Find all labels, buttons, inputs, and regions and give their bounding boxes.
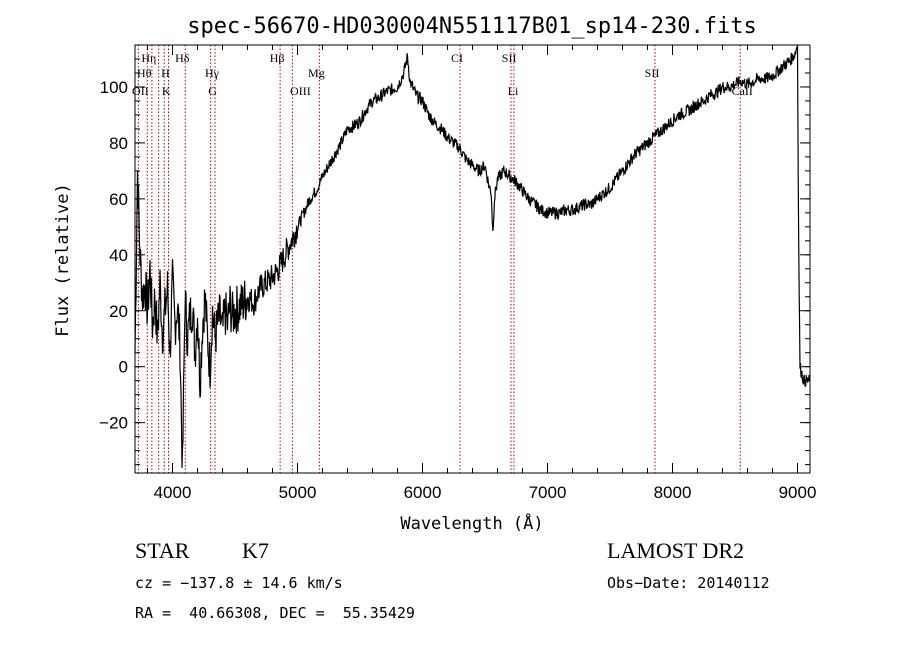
line-markers (137, 45, 741, 473)
object-class: STAR (135, 538, 190, 563)
x-tick-label: 7000 (529, 483, 567, 502)
y-axis: −20 0 20 40 60 80 100 (99, 58, 810, 466)
line-label-top: Hδ (175, 51, 190, 65)
y-tick-label: 0 (119, 358, 128, 377)
redshift-info: cz = −137.8 ± 14.6 km/s (135, 574, 343, 592)
y-tick-label: 60 (109, 190, 128, 209)
line-label-top: SII (502, 51, 517, 65)
spectrum-chart: spec-56670-HD030004N551117B01_sp14-230.f… (53, 14, 817, 534)
x-tick-label: 6000 (404, 483, 442, 502)
line-label-top: H (161, 66, 170, 80)
y-tick-label: −20 (99, 414, 128, 433)
observation-date: Obs−Date: 20140112 (607, 574, 770, 592)
line-label-bottom: K (162, 84, 171, 98)
line-label-bottom: G (208, 84, 217, 98)
y-axis-label: Flux (relative) (53, 183, 73, 337)
line-label-top: Hθ (137, 66, 152, 80)
x-tick-label: 9000 (779, 483, 817, 502)
y-tick-label: 40 (109, 246, 128, 265)
x-axis: 4000 5000 6000 7000 8000 9000 (147, 45, 817, 502)
line-label-top: Hη (141, 51, 156, 65)
x-tick-label: 4000 (154, 483, 192, 502)
chart-title: spec-56670-HD030004N551117B01_sp14-230.f… (187, 14, 757, 39)
line-label-bottom: CaII (732, 84, 753, 98)
y-tick-label: 80 (109, 134, 128, 153)
line-label-top: Hβ (270, 51, 285, 65)
line-label-bottom: Li (508, 84, 519, 98)
spectrum-line (134, 45, 811, 468)
line-label-top: CI (451, 51, 463, 65)
line-label-top: SII (645, 66, 660, 80)
x-tick-label: 5000 (279, 483, 317, 502)
line-label-bottom: OII (132, 84, 149, 98)
line-label-top: Mg (308, 66, 325, 80)
x-tick-label: 8000 (654, 483, 692, 502)
plot-frame (134, 44, 811, 474)
coordinates: RA = 40.66308, DEC = 55.35429 (135, 604, 415, 622)
survey-name: LAMOST DR2 (607, 538, 745, 563)
x-axis-label: Wavelength (Å) (400, 512, 543, 534)
line-label-top: Hγ (205, 66, 220, 80)
object-subclass: K7 (242, 538, 269, 563)
y-tick-label: 20 (109, 302, 128, 321)
line-label-bottom: OIII (290, 84, 311, 98)
y-tick-label: 100 (100, 78, 128, 97)
